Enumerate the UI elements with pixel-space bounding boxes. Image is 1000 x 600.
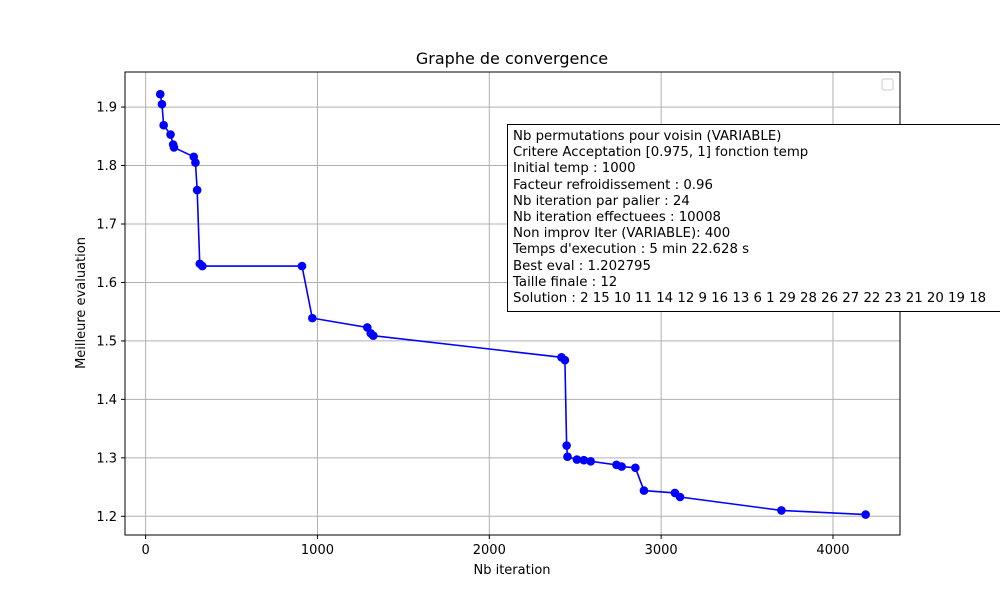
y-tick-label: 1.2 (96, 510, 117, 525)
y-tick-label: 1.3 (96, 451, 117, 466)
x-tick-label: 2000 (473, 543, 506, 558)
data-point (579, 455, 589, 465)
info-line: Temps d'execution : 5 min 22.628 s (513, 242, 750, 258)
data-point (169, 143, 179, 152)
data-point (861, 510, 870, 519)
info-line: Non improv Iter (VARIABLE): 400 (513, 226, 731, 242)
y-tick-label: 1.7 (96, 217, 117, 232)
x-tick-label: 3000 (645, 543, 678, 558)
data-point (159, 120, 168, 130)
data-point (192, 185, 202, 195)
legend-box (881, 78, 894, 91)
x-axis-label: Nb iteration (473, 563, 550, 578)
data-point (308, 313, 317, 323)
info-line: Critere Acceptation [0.975, 1] fonction … (513, 145, 809, 161)
data-point (572, 455, 582, 464)
chart-title: Graphe de convergence (416, 49, 608, 68)
y-axis-ticks: 1.2 1.3 1.4 1.5 1.6 1.7 1.8 1.9 (96, 101, 125, 525)
info-line: Nb permutations pour voisin (VARIABLE) (513, 129, 782, 144)
y-tick-label: 1.6 (96, 276, 117, 291)
info-line: Best eval : 1.202795 (513, 258, 651, 274)
y-tick-label: 1.4 (96, 393, 117, 408)
x-axis-ticks: 0 1000 2000 3000 4000 (141, 535, 850, 558)
data-point (166, 130, 175, 139)
info-line: Solution : 2 15 10 11 14 12 9 16 13 6 1 … (513, 291, 987, 307)
x-tick-label: 0 (141, 543, 149, 558)
data-point (631, 463, 640, 473)
data-point (617, 462, 626, 471)
data-point (369, 331, 378, 340)
info-line: Nb iteration effectuees : 10008 (513, 210, 722, 226)
info-line: Nb iteration par palier : 24 (513, 193, 690, 209)
info-line: Initial temp : 1000 (513, 161, 636, 177)
parameters-info-box: Nb permutations pour voisin (VARIABLE) C… (507, 124, 1000, 312)
info-line: Facteur refroidissement : 0.96 (513, 177, 713, 193)
info-line: Taille finale : 12 (513, 274, 618, 290)
data-point (155, 89, 165, 99)
data-point (586, 457, 595, 466)
y-tick-label: 1.5 (96, 334, 117, 349)
data-point (560, 355, 570, 365)
data-point (562, 441, 571, 450)
data-point (777, 506, 786, 515)
data-point (639, 486, 649, 495)
data-point (157, 99, 167, 109)
y-tick-label: 1.9 (96, 101, 117, 116)
data-point (198, 261, 207, 271)
data-point (191, 158, 200, 167)
data-point (675, 492, 685, 502)
data-point (563, 452, 572, 461)
x-tick-label: 4000 (816, 543, 849, 558)
x-tick-label: 1000 (301, 543, 334, 558)
data-point (297, 261, 307, 271)
series-line (155, 89, 870, 519)
y-axis-label: Meilleure evaluation (74, 237, 89, 369)
y-tick-label: 1.8 (96, 159, 117, 174)
